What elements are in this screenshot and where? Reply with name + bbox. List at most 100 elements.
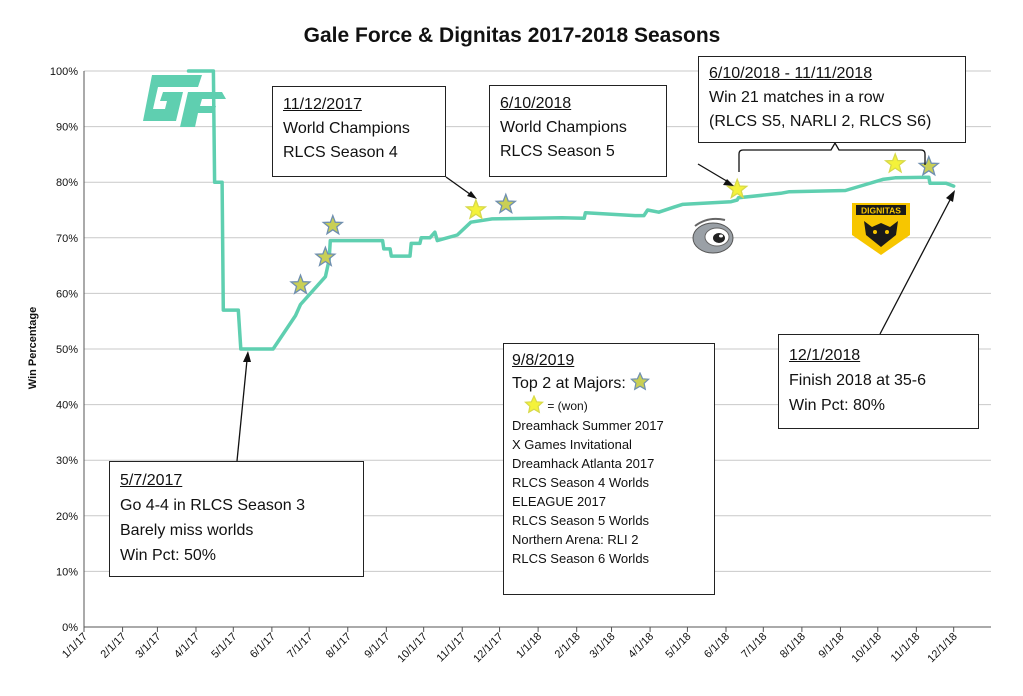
star-icon bbox=[630, 371, 651, 391]
major-event: RLCS Season 4 Worlds bbox=[512, 475, 650, 490]
x-tick-label: 11/1/18 bbox=[889, 631, 923, 665]
annotation-text: Win Pct: 80% bbox=[789, 397, 886, 414]
annotation-date: 6/10/2018 bbox=[500, 95, 572, 112]
x-tick-label: 12/1/17 bbox=[471, 631, 505, 665]
series-line bbox=[186, 69, 956, 351]
annotation-world-champs-s4: 11/12/2017 World Champions RLCS Season 4 bbox=[272, 86, 446, 177]
won-star-icon bbox=[523, 394, 545, 414]
arrow-head bbox=[243, 351, 251, 362]
majors-won-label: = (won) bbox=[547, 399, 588, 413]
annotation-world-champs-s5: 6/10/2018 World Champions RLCS Season 5 bbox=[489, 85, 667, 177]
major-event: Northern Arena: RLI 2 bbox=[512, 532, 639, 547]
y-tick-label: 70% bbox=[56, 233, 78, 245]
win-pct-series bbox=[186, 69, 956, 351]
x-tick-label: 12/1/18 bbox=[925, 631, 959, 665]
majors-heading-row: Top 2 at Majors: bbox=[512, 371, 706, 395]
x-tick-label: 4/1/17 bbox=[172, 631, 202, 661]
annotation-text: Finish 2018 at 35-6 bbox=[789, 372, 926, 389]
major-event: RLCS Season 6 Worlds bbox=[512, 551, 650, 566]
major-event: X Games Invitational bbox=[512, 437, 632, 452]
arrow-world-champs-s5 bbox=[697, 163, 731, 184]
y-tick-label: 80% bbox=[56, 177, 78, 189]
y-tick-label: 60% bbox=[56, 288, 78, 300]
arrow-rlcs-s3 bbox=[236, 359, 248, 462]
x-tick-label: 10/1/18 bbox=[849, 631, 883, 665]
x-tick-label: 1/1/18 bbox=[514, 631, 544, 661]
majors-date: 9/8/2019 bbox=[512, 352, 575, 369]
y-tick-label: 40% bbox=[56, 400, 78, 412]
x-tick-label: 10/1/17 bbox=[395, 631, 429, 665]
x-tick-label: 9/1/18 bbox=[816, 631, 846, 661]
dignitas-new-logo: DIGNITAS bbox=[852, 203, 910, 255]
annotation-finish-2018: 12/1/2018 Finish 2018 at 35-6 Win Pct: 8… bbox=[778, 334, 979, 429]
annotation-date: 11/12/2017 bbox=[283, 96, 362, 113]
x-tick-label: 1/1/17 bbox=[60, 631, 90, 661]
y-tick-label: 30% bbox=[56, 455, 78, 467]
y-axis: 0% 10% 20% 30% 40% 50% 60% 70% 80% 90% 100% bbox=[50, 66, 78, 634]
majors-heading: Top 2 at Majors: bbox=[512, 375, 626, 392]
major-markers bbox=[289, 152, 941, 295]
y-axis-label: Win Percentage bbox=[27, 307, 39, 389]
major-event: RLCS Season 5 Worlds bbox=[512, 513, 650, 528]
dignitas-old-logo bbox=[692, 217, 734, 254]
annotation-text: World Champions bbox=[500, 119, 627, 136]
chart-title: Gale Force & Dignitas 2017-2018 Seasons bbox=[304, 24, 721, 47]
x-axis: 1/1/17 2/1/17 3/1/17 4/1/17 5/1/17 6/1/17 7/1/… bbox=[60, 627, 960, 665]
annotation-text: RLCS Season 5 bbox=[500, 143, 615, 160]
x-tick-label: 7/1/17 bbox=[285, 631, 315, 661]
arrow-head bbox=[946, 190, 955, 202]
x-tick-label: 9/1/17 bbox=[362, 631, 392, 661]
y-tick-label: 100% bbox=[50, 66, 78, 78]
star-marker bbox=[917, 154, 941, 177]
y-tick-label: 90% bbox=[56, 122, 78, 134]
y-tick-label: 0% bbox=[62, 622, 78, 634]
gale-force-logo bbox=[143, 75, 226, 127]
x-tick-label: 6/1/18 bbox=[702, 631, 732, 661]
arrow-head bbox=[723, 179, 734, 186]
x-tick-label: 7/1/18 bbox=[739, 631, 769, 661]
annotation-text: RLCS Season 4 bbox=[283, 144, 398, 161]
annotation-text: World Champions bbox=[283, 120, 410, 137]
star-marker bbox=[289, 273, 312, 295]
major-event: Dreamhack Atlanta 2017 bbox=[512, 456, 655, 471]
y-tick-label: 10% bbox=[56, 566, 78, 578]
x-tick-label: 2/1/17 bbox=[99, 631, 129, 661]
annotation-date: 6/10/2018 - 11/11/2018 bbox=[709, 65, 873, 82]
x-tick-label: 3/1/18 bbox=[588, 631, 618, 661]
major-event: Dreamhack Summer 2017 bbox=[512, 418, 664, 433]
x-tick-label: 5/1/18 bbox=[663, 631, 693, 661]
x-tick-label: 8/1/17 bbox=[324, 631, 354, 661]
majors-won-row: = (won) bbox=[512, 394, 706, 416]
won-star-marker bbox=[725, 177, 749, 200]
annotation-text: Win 21 matches in a row bbox=[709, 89, 885, 106]
x-tick-label: 6/1/17 bbox=[248, 631, 278, 661]
x-tick-label: 8/1/18 bbox=[778, 631, 808, 661]
annotation-win-streak: 6/10/2018 - 11/11/2018 Win 21 matches in… bbox=[698, 56, 966, 143]
x-tick-label: 2/1/18 bbox=[553, 631, 583, 661]
x-tick-label: 11/1/17 bbox=[434, 631, 468, 665]
annotation-text: Go 4-4 in RLCS Season 3 bbox=[120, 497, 305, 514]
arrow-finish-2018 bbox=[879, 197, 952, 335]
y-tick-label: 50% bbox=[56, 344, 78, 356]
won-star-marker bbox=[883, 152, 907, 174]
annotation-text: (RLCS S5, NARLI 2, RLCS S6) bbox=[709, 113, 932, 130]
x-tick-label: 3/1/17 bbox=[133, 631, 163, 661]
annotation-arrows bbox=[236, 141, 955, 462]
annotation-date: 5/7/2017 bbox=[120, 472, 183, 489]
streak-bracket bbox=[738, 141, 926, 172]
majors-box: 9/8/2019 Top 2 at Majors: = (won) Dreamh… bbox=[503, 343, 715, 595]
x-tick-label: 4/1/18 bbox=[626, 631, 656, 661]
annotation-date: 12/1/2018 bbox=[789, 347, 861, 364]
y-tick-label: 20% bbox=[56, 511, 78, 523]
dignitas-logo-text: DIGNITAS bbox=[861, 206, 901, 216]
major-event: ELEAGUE 2017 bbox=[512, 494, 606, 509]
annotation-text: Barely miss worlds bbox=[120, 522, 254, 539]
x-tick-label: 5/1/17 bbox=[209, 631, 239, 661]
annotation-text: Win Pct: 50% bbox=[120, 547, 217, 564]
star-marker bbox=[494, 192, 518, 215]
star-marker bbox=[314, 245, 337, 267]
star-marker bbox=[321, 213, 345, 236]
arrow-head bbox=[467, 191, 477, 199]
annotation-rlcs-s3: 5/7/2017 Go 4-4 in RLCS Season 3 Barely … bbox=[109, 461, 364, 577]
